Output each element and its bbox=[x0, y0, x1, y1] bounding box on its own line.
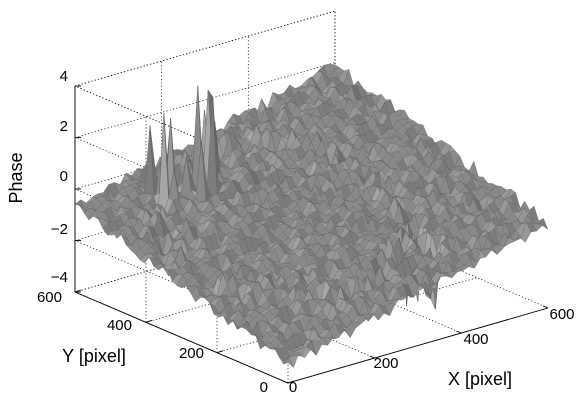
z-tick-labels: −4 −2 0 2 4 bbox=[51, 68, 68, 286]
x-axis-line bbox=[287, 307, 549, 384]
y-tick bbox=[287, 380, 295, 384]
x-tick bbox=[369, 355, 375, 359]
z-axis-title: Phase bbox=[6, 152, 26, 203]
y-tick-label: 200 bbox=[179, 345, 204, 362]
x-tick bbox=[456, 330, 462, 334]
y-tick-label: 0 bbox=[260, 379, 268, 396]
y-tick bbox=[145, 319, 153, 323]
y-axis-title: Y [pixel] bbox=[62, 346, 126, 366]
z-tick-label: 4 bbox=[60, 68, 68, 85]
y-tick-label: 400 bbox=[107, 317, 132, 334]
x-tick-label: 0 bbox=[289, 379, 297, 396]
x-tick bbox=[542, 305, 549, 309]
x-axis-title: X [pixel] bbox=[448, 369, 512, 389]
x-tick-label: 400 bbox=[463, 331, 488, 348]
x-tick-label: 600 bbox=[549, 306, 574, 323]
z-tick-label: −4 bbox=[51, 269, 68, 286]
y-tick-label: 600 bbox=[37, 289, 62, 306]
y-axis-line bbox=[74, 291, 289, 384]
z-tick-label: 2 bbox=[60, 118, 68, 135]
z-tick-label: −2 bbox=[51, 221, 68, 238]
x-tick-labels: 0 200 400 600 bbox=[289, 306, 575, 396]
y-tick bbox=[74, 289, 82, 293]
x-tick-label: 200 bbox=[373, 355, 398, 372]
z-tick-label: 0 bbox=[60, 168, 68, 185]
y-tick-labels: 600 400 200 0 bbox=[37, 289, 268, 396]
phase-surface bbox=[74, 64, 549, 368]
surface-patch bbox=[537, 218, 549, 230]
grid-line bbox=[74, 10, 336, 87]
x-tick bbox=[282, 380, 289, 384]
grid-line bbox=[74, 62, 336, 138]
y-tick bbox=[216, 350, 224, 354]
axes bbox=[74, 85, 549, 384]
